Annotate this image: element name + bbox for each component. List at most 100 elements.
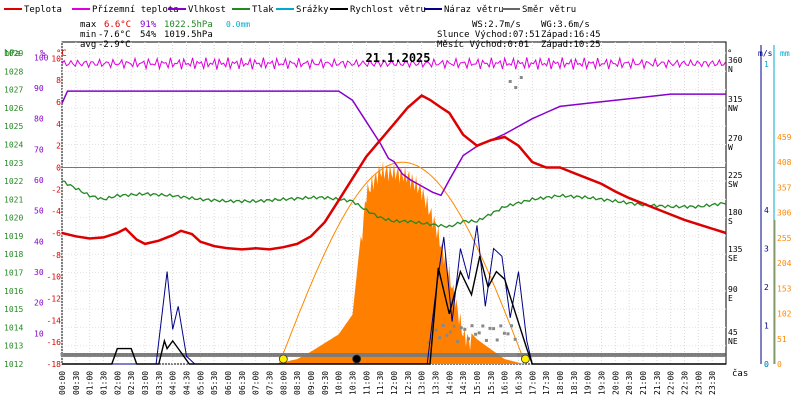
dir-axis-unit: ° bbox=[727, 49, 732, 59]
x-tick-label: 19:00 bbox=[584, 371, 593, 395]
wind-dir-dot bbox=[474, 332, 478, 336]
x-tick-label: 03:00 bbox=[141, 371, 150, 395]
x-tick-label: 20:00 bbox=[611, 371, 620, 395]
x-tick-label: 22:00 bbox=[667, 371, 676, 395]
dir-tick-value: 135 bbox=[728, 245, 743, 254]
ground-temp-line bbox=[61, 56, 727, 71]
x-tick-label: 09:30 bbox=[321, 371, 330, 395]
hpa-tick-label: 1029 bbox=[4, 49, 23, 58]
rad-tick-label: 459 bbox=[777, 133, 792, 142]
x-tick-label: 10:00 bbox=[335, 371, 344, 395]
x-tick-label: 16:00 bbox=[501, 371, 510, 395]
hpa-tick-label: 1022 bbox=[4, 177, 23, 186]
wind-dir-dot bbox=[495, 338, 499, 342]
wind-dir-dot bbox=[481, 324, 485, 328]
x-tick-label: 18:00 bbox=[556, 371, 565, 395]
hpa-tick-label: 1019 bbox=[4, 232, 23, 241]
stat-max-temp: 6.6°C bbox=[104, 20, 131, 30]
dir-tick-value: 180 bbox=[728, 208, 743, 217]
x-tick-label: 23:30 bbox=[708, 371, 717, 395]
mm-tick-label: 1 bbox=[764, 60, 769, 69]
rad-tick-label: 357 bbox=[777, 183, 792, 192]
rad-tick-label: 0 bbox=[777, 360, 782, 369]
wind-dir-dot bbox=[441, 324, 445, 328]
stat-min-label: min bbox=[80, 30, 96, 40]
dir-tick-compass: NE bbox=[728, 337, 738, 346]
stat-max-press: 1022.5hPa bbox=[164, 20, 213, 30]
mm-tick-label: 0 bbox=[764, 360, 769, 369]
dir-tick-compass: NW bbox=[728, 104, 738, 113]
hpa-axis-unit: hPa bbox=[4, 49, 20, 59]
wind-dir-dot bbox=[452, 324, 456, 328]
stats-block: max 6.6°C 91% 1022.5hPa 0.0mm min -7.6°C… bbox=[80, 20, 250, 50]
dir-tick-value: 270 bbox=[728, 134, 743, 143]
wind-dir-dot bbox=[510, 324, 514, 328]
moon-set: Západ:10:25 bbox=[541, 40, 601, 50]
stat-max-label: max bbox=[80, 20, 97, 30]
wind-dir-dot bbox=[514, 86, 518, 89]
hpa-tick-label: 1021 bbox=[4, 195, 23, 204]
wind-dir-dot bbox=[459, 326, 463, 330]
hpa-tick-label: 1015 bbox=[4, 305, 23, 314]
x-tick-label: 17:30 bbox=[542, 371, 551, 395]
degc-tick-label: 0 bbox=[56, 164, 61, 173]
temperature-line bbox=[61, 93, 727, 251]
x-tick-label: 00:00 bbox=[58, 371, 67, 395]
x-tick-label: 05:30 bbox=[210, 371, 219, 395]
legend: Teplota Přízemní teplota Vlhkost Tlak Sr… bbox=[4, 5, 576, 15]
radiation-layer bbox=[275, 161, 526, 365]
hpa-tick-label: 1012 bbox=[4, 360, 23, 369]
wind-dir-dot bbox=[484, 338, 488, 342]
x-tick-label: 08:00 bbox=[279, 371, 288, 395]
stat-min-hum: 54% bbox=[140, 30, 157, 40]
pct-tick-label: 100 bbox=[34, 53, 49, 62]
wind-dir-dot bbox=[438, 336, 442, 340]
degc-tick-label: -2 bbox=[51, 185, 61, 194]
rad-tick-label: 255 bbox=[777, 234, 792, 243]
x-tick-label: 02:30 bbox=[127, 371, 136, 395]
wind-dir-dot bbox=[513, 337, 517, 341]
x-tick-label: 07:00 bbox=[252, 371, 261, 395]
x-tick-label: 21:30 bbox=[653, 371, 662, 395]
x-tick-label: 06:00 bbox=[224, 371, 233, 395]
legend-label-temp: Teplota bbox=[24, 5, 62, 15]
wind-dir-dot bbox=[506, 332, 510, 336]
stat-max-hum: 91% bbox=[140, 20, 157, 30]
stat-avg-temp: -2.9°C bbox=[98, 40, 131, 50]
hpa-tick-label: 1027 bbox=[4, 86, 23, 95]
degc-tick-label: 8 bbox=[56, 76, 61, 85]
sun-set: Západ:16:45 bbox=[541, 30, 601, 40]
stat-min-press: 1019.5hPa bbox=[164, 30, 213, 40]
legend-label-wind-dir: Směr větru bbox=[522, 5, 576, 15]
x-tick-label: 10:30 bbox=[349, 371, 358, 395]
wind-dir-dot bbox=[463, 327, 467, 331]
hpa-tick-label: 1024 bbox=[4, 140, 23, 149]
pct-tick-label: 20 bbox=[34, 299, 44, 308]
x-tick-label: 19:30 bbox=[598, 371, 607, 395]
pct-axis-unit: % bbox=[40, 49, 46, 59]
legend-label-pressure: Tlak bbox=[252, 5, 274, 15]
stat-avg-label: avg bbox=[80, 40, 96, 50]
degc-axis-unit: °C bbox=[56, 49, 67, 59]
mm-axis-unit: mm bbox=[780, 49, 790, 58]
ms-tick-label: 3 bbox=[764, 245, 769, 254]
ms-tick-label: 0 bbox=[764, 360, 769, 369]
sun-curve bbox=[278, 161, 526, 365]
hpa-tick-label: 1023 bbox=[4, 159, 23, 168]
x-tick-label: 01:30 bbox=[100, 371, 109, 395]
legend-label-wind-speed: Rychlost větru bbox=[350, 5, 426, 15]
dir-tick-value: 225 bbox=[728, 171, 743, 180]
dir-tick-compass: W bbox=[728, 143, 733, 152]
wind-dir-dot bbox=[470, 324, 474, 328]
x-tick-label: 05:00 bbox=[196, 371, 205, 395]
hpa-tick-label: 1028 bbox=[4, 67, 23, 76]
moon-rise: Měsíc Východ:0:01 bbox=[437, 40, 529, 50]
dir-tick-value: 90 bbox=[728, 285, 738, 294]
humidity-line bbox=[61, 90, 726, 197]
hpa-tick-label: 1016 bbox=[4, 287, 23, 296]
x-tick-label: 08:30 bbox=[293, 371, 302, 395]
wind-dir-dot bbox=[445, 333, 449, 337]
pct-tick-label: 30 bbox=[34, 268, 44, 277]
x-tick-label: 11:00 bbox=[362, 371, 371, 395]
